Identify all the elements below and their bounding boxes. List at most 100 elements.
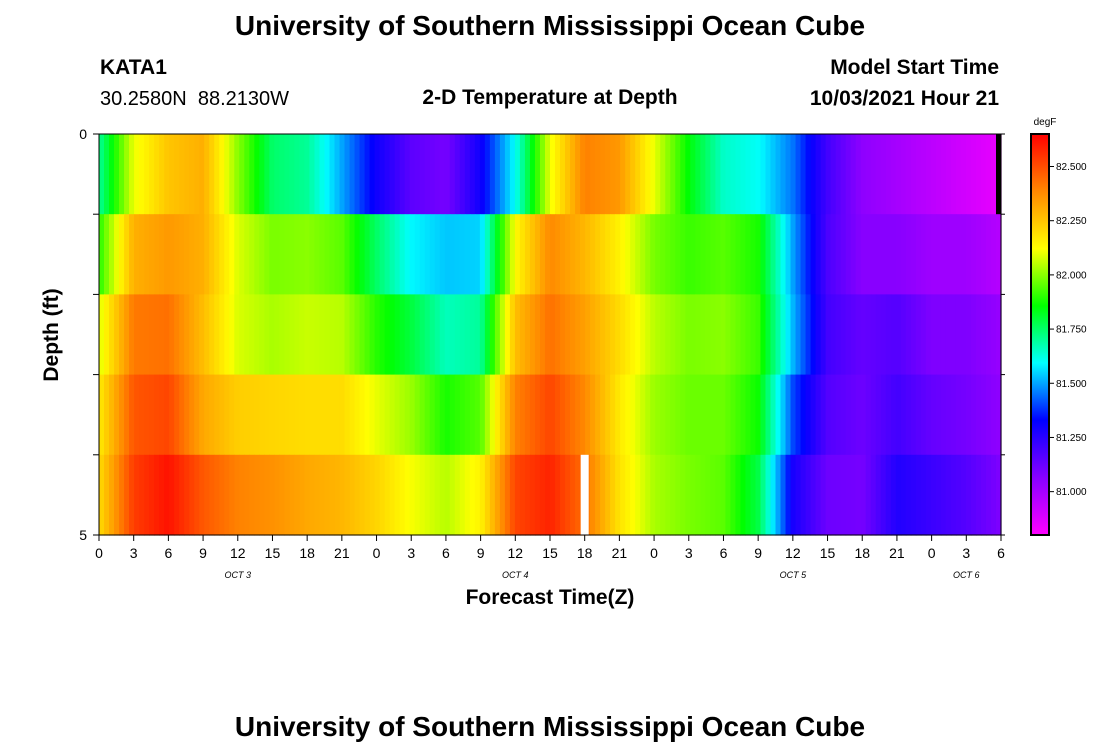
x-tick-label: 0 xyxy=(650,545,658,561)
heatmap-cell xyxy=(840,454,847,536)
heatmap-cell xyxy=(980,374,987,456)
heatmap-cell xyxy=(454,214,461,295)
heatmap-cell xyxy=(194,214,200,295)
heatmap-cell xyxy=(675,214,681,295)
heatmap-cell xyxy=(129,374,135,456)
heatmap-cell xyxy=(389,214,396,295)
heatmap-cell xyxy=(930,294,937,376)
heatmap-cell xyxy=(294,214,301,295)
heatmap-cell xyxy=(940,214,947,295)
heatmap-cell xyxy=(309,134,316,215)
heatmap-cell xyxy=(875,134,882,215)
heatmap-cell xyxy=(790,134,797,215)
heatmap-cell xyxy=(444,134,451,215)
heatmap-cell xyxy=(384,374,391,456)
heatmap-cell xyxy=(454,294,461,376)
heatmap-cell xyxy=(615,454,621,536)
heatmap-cell xyxy=(134,374,140,456)
heatmap-cell xyxy=(920,294,927,376)
heatmap-cell xyxy=(379,134,386,215)
heatmap-cell xyxy=(585,134,591,215)
heatmap-cell xyxy=(439,294,446,376)
heatmap-cell xyxy=(960,214,967,295)
heatmap-cell xyxy=(514,214,521,295)
heatmap-cell xyxy=(945,214,952,295)
heatmap-cell xyxy=(925,294,932,376)
heatmap-cell xyxy=(795,294,802,376)
heatmap-cell xyxy=(555,374,561,456)
heatmap-cell xyxy=(429,294,436,376)
heatmap-cell xyxy=(805,294,812,376)
heatmap-cell xyxy=(514,454,521,536)
heatmap-cell xyxy=(499,374,506,456)
heatmap-cell xyxy=(519,454,526,536)
heatmap-cell xyxy=(154,134,160,215)
heatmap-cell xyxy=(970,294,977,376)
model-start-label: Model Start Time xyxy=(830,56,999,79)
heatmap-cell xyxy=(234,134,240,215)
heatmap-cell xyxy=(409,214,416,295)
heatmap-cell xyxy=(965,294,972,376)
heatmap-cell xyxy=(344,134,351,215)
heatmap-cell xyxy=(630,214,636,295)
heatmap-cell xyxy=(519,214,526,295)
heatmap-cell xyxy=(710,214,716,295)
heatmap-cell xyxy=(524,374,531,456)
heatmap-cell xyxy=(444,214,451,295)
heatmap-cell xyxy=(985,134,992,215)
heatmap-cell xyxy=(625,374,631,456)
heatmap-cell xyxy=(299,134,306,215)
heatmap-cell xyxy=(890,214,897,295)
heatmap-cell xyxy=(915,374,922,456)
heatmap-cell xyxy=(504,294,511,376)
heatmap-cell xyxy=(294,454,301,536)
heatmap-cell xyxy=(394,374,401,456)
heatmap-cell xyxy=(249,214,255,295)
heatmap-cell xyxy=(499,454,506,536)
heatmap-cell xyxy=(179,454,185,536)
heatmap-cell xyxy=(434,454,441,536)
heatmap-cell xyxy=(499,294,506,376)
heatmap-cell xyxy=(785,454,792,536)
heatmap-cell xyxy=(605,214,611,295)
heatmap-cell xyxy=(284,214,291,295)
heatmap-cell xyxy=(845,374,852,456)
heatmap-cell xyxy=(855,374,862,456)
heatmap-cell xyxy=(259,134,265,215)
heatmap-cell xyxy=(645,214,651,295)
heatmap-cell xyxy=(760,374,767,456)
heatmap-cell xyxy=(219,374,225,456)
heatmap-cell xyxy=(424,214,431,295)
heatmap-cell xyxy=(314,214,321,295)
heatmap-cell xyxy=(129,294,135,376)
heatmap-cell xyxy=(715,134,721,215)
missing-data-mark xyxy=(996,134,1001,215)
heatmap-cell xyxy=(650,294,656,376)
heatmap-cell xyxy=(539,134,546,215)
heatmap-cell xyxy=(289,294,296,376)
heatmap-cell xyxy=(775,454,782,536)
heatmap-cell xyxy=(394,134,401,215)
heatmap-cell xyxy=(439,214,446,295)
heatmap-cell xyxy=(685,294,691,376)
heatmap-cell xyxy=(570,294,576,376)
heatmap-cell xyxy=(835,294,842,376)
heatmap-cell xyxy=(214,374,220,456)
heatmap-cell xyxy=(900,454,907,536)
heatmap-cell xyxy=(980,214,987,295)
heatmap-cell xyxy=(925,374,932,456)
heatmap-cell xyxy=(174,214,180,295)
colorbar-ticks: 81.000 81.250 81.500 81.750 82.000 82.250 82.5… xyxy=(1049,162,1087,498)
heatmap-cell xyxy=(359,374,366,456)
heatmap-cell xyxy=(174,374,180,456)
heatmap-cell xyxy=(890,134,897,215)
heatmap-cell xyxy=(529,374,536,456)
heatmap-cell xyxy=(815,454,822,536)
heatmap-cell xyxy=(129,454,135,536)
heatmap-cell xyxy=(675,294,681,376)
heatmap-cell xyxy=(860,294,867,376)
heatmap-cell xyxy=(705,294,711,376)
colorbar-tick-label: 82.250 xyxy=(1056,216,1087,227)
heatmap-cell xyxy=(164,294,170,376)
model-start-value: 10/03/2021 Hour 21 xyxy=(810,87,999,110)
